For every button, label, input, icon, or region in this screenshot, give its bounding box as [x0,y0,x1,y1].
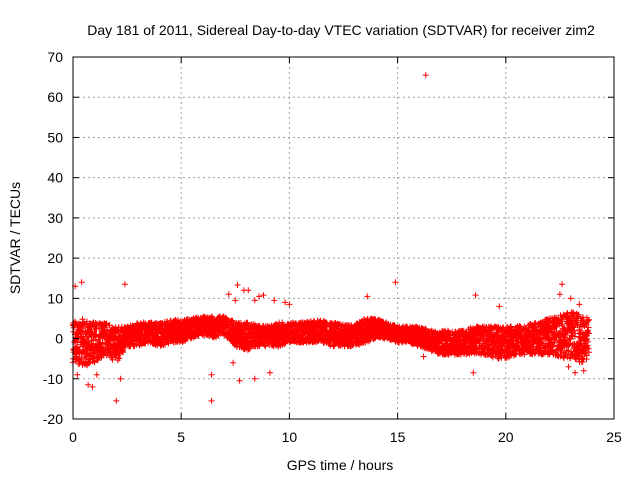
outlier-point [74,371,81,378]
outlier-point [260,292,267,299]
outlier-point [567,295,574,302]
axis-ticks: -20 -10 0 10 20 30 40 50 60 70 0 5 10 15 20 25 [43,49,622,445]
x-tick-label: 15 [390,429,406,445]
outlier-point [230,359,237,366]
outlier-point [89,383,96,390]
outlier-point [113,397,120,404]
outlier-point [576,301,583,308]
x-tick-label: 10 [282,429,298,445]
y-tick-label: 50 [47,129,63,145]
outlier-point [496,303,503,310]
outlier-point [251,297,258,304]
x-tick-label: 0 [69,429,77,445]
outlier-point [234,282,241,289]
outlier-point [236,377,243,384]
chart-title: Day 181 of 2011, Sidereal Day-to-day VTE… [87,22,595,38]
y-tick-label: 70 [47,49,63,65]
outlier-point [251,375,258,382]
y-tick-label: 60 [47,89,63,105]
outlier-point [392,279,399,286]
outlier-point [245,287,252,294]
outlier-point [559,281,566,288]
y-tick-label: 0 [55,331,63,347]
y-tick-label: 40 [47,170,63,186]
outlier-point [266,369,273,376]
outlier-point [232,297,239,304]
outlier-point [286,301,293,308]
data-series [69,309,592,369]
outlier-point [572,369,579,376]
outlier-point [580,367,587,374]
x-tick-label: 5 [177,429,185,445]
band-points [69,309,592,369]
outlier-point [422,72,429,79]
y-tick-label: -10 [43,371,63,387]
outlier-point [78,279,85,286]
y-tick-label: 10 [47,290,63,306]
grid [73,57,614,419]
outlier-point [472,292,479,299]
outlier-point [117,375,124,382]
outlier-points [72,72,587,404]
outlier-point [208,371,215,378]
y-tick-label: 30 [47,210,63,226]
outlier-point [121,281,128,288]
x-axis-label: GPS time / hours [287,457,394,473]
outlier-point [470,369,477,376]
outlier-point [208,397,215,404]
outlier-point [225,291,232,298]
plot-frame [72,56,615,420]
outlier-point [85,381,92,388]
outlier-point [271,297,278,304]
outlier-point [282,299,289,306]
y-tick-label: 20 [47,250,63,266]
outlier-point [256,293,263,300]
y-axis-label: SDTVAR / TECUs [7,182,23,294]
outlier-point [364,293,371,300]
y-tick-label: -20 [43,411,63,427]
outlier-point [556,291,563,298]
x-tick-label: 25 [606,429,622,445]
outlier-point [420,353,427,360]
outlier-point [565,363,572,370]
outlier-point [93,371,100,378]
x-tick-label: 20 [498,429,514,445]
